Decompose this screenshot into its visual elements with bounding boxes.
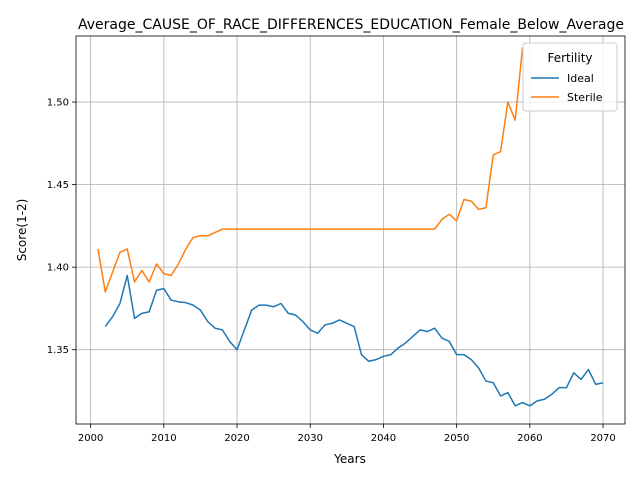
x-tick-label: 2010: [151, 433, 176, 444]
x-axis-label: Years: [333, 452, 366, 466]
y-axis-label: Score(1-2): [15, 199, 29, 262]
legend-label-ideal: Ideal: [567, 72, 594, 85]
chart-title: Average_CAUSE_OF_RACE_DIFFERENCES_EDUCAT…: [78, 17, 624, 33]
x-tick-label: 2050: [444, 433, 469, 444]
legend-box: [522, 42, 618, 112]
x-tick-label: 2070: [590, 433, 615, 444]
legend: Fertility Ideal Sterile: [522, 42, 618, 112]
y-tick-label: 1.35: [47, 345, 69, 356]
y-tick-label: 1.45: [47, 180, 69, 191]
series-lines: [97, 47, 604, 407]
x-tick-label: 2060: [517, 433, 542, 444]
x-tick-label: 2040: [371, 433, 396, 444]
axes: 2000 2010 2020 2030 2040 2050 2060 2070 1.35 1.40…: [47, 98, 616, 444]
series-line-ideal: [104, 274, 604, 407]
legend-title: Fertility: [547, 51, 592, 65]
y-tick-label: 1.40: [47, 263, 69, 274]
series-line-sterile: [97, 47, 524, 293]
x-tick-label: 2030: [298, 433, 323, 444]
plot-frame: [75, 35, 626, 425]
x-tick-label: 2000: [78, 433, 103, 444]
legend-label-sterile: Sterile: [567, 91, 603, 104]
y-tick-label: 1.50: [47, 98, 69, 109]
x-tick-label: 2020: [224, 433, 249, 444]
